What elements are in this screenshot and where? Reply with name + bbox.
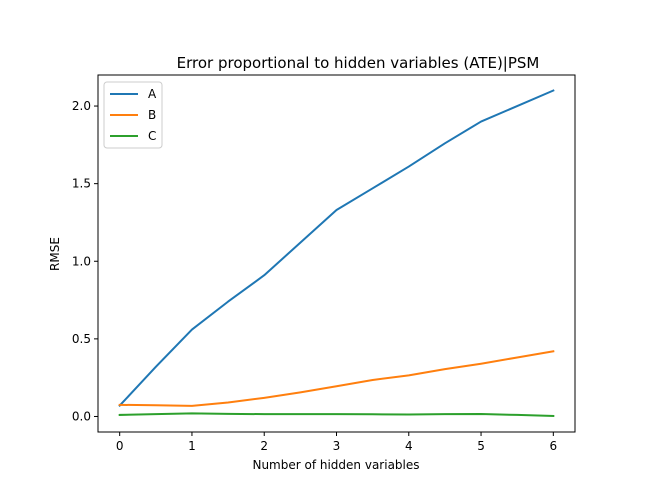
x-tick-label: 5: [477, 439, 485, 453]
legend-label-a: A: [148, 87, 157, 101]
legend-label-c: C: [148, 129, 156, 143]
legend: ABC: [103, 81, 163, 149]
y-tick-label: 1.0: [72, 254, 91, 268]
x-axis-label: Number of hidden variables: [252, 458, 419, 472]
series-line-c: [118, 412, 555, 418]
x-axis: 0 1 2 3 4 5 6: [116, 432, 557, 453]
legend-label-b: B: [148, 108, 156, 122]
x-tick-label: 3: [333, 439, 341, 453]
x-tick-label: 4: [405, 439, 413, 453]
series-line-a: [118, 89, 555, 408]
y-tick-label: 2.0: [72, 99, 91, 113]
y-tick-label: 0.0: [72, 409, 91, 423]
y-tick-label: 0.5: [72, 332, 91, 346]
series-line-b: [118, 350, 555, 407]
x-tick-label: 6: [549, 439, 557, 453]
chart-title: Error proportional to hidden variables (…: [177, 54, 540, 72]
x-tick-label: 1: [188, 439, 196, 453]
x-tick-label: 0: [116, 439, 124, 453]
x-tick-label: 2: [260, 439, 268, 453]
y-axis-label: RMSE: [48, 237, 62, 271]
series-layer: [118, 89, 555, 418]
y-tick-label: 1.5: [72, 177, 91, 191]
y-axis: 0.0 0.5 1.0 1.5 2.0: [72, 99, 98, 423]
